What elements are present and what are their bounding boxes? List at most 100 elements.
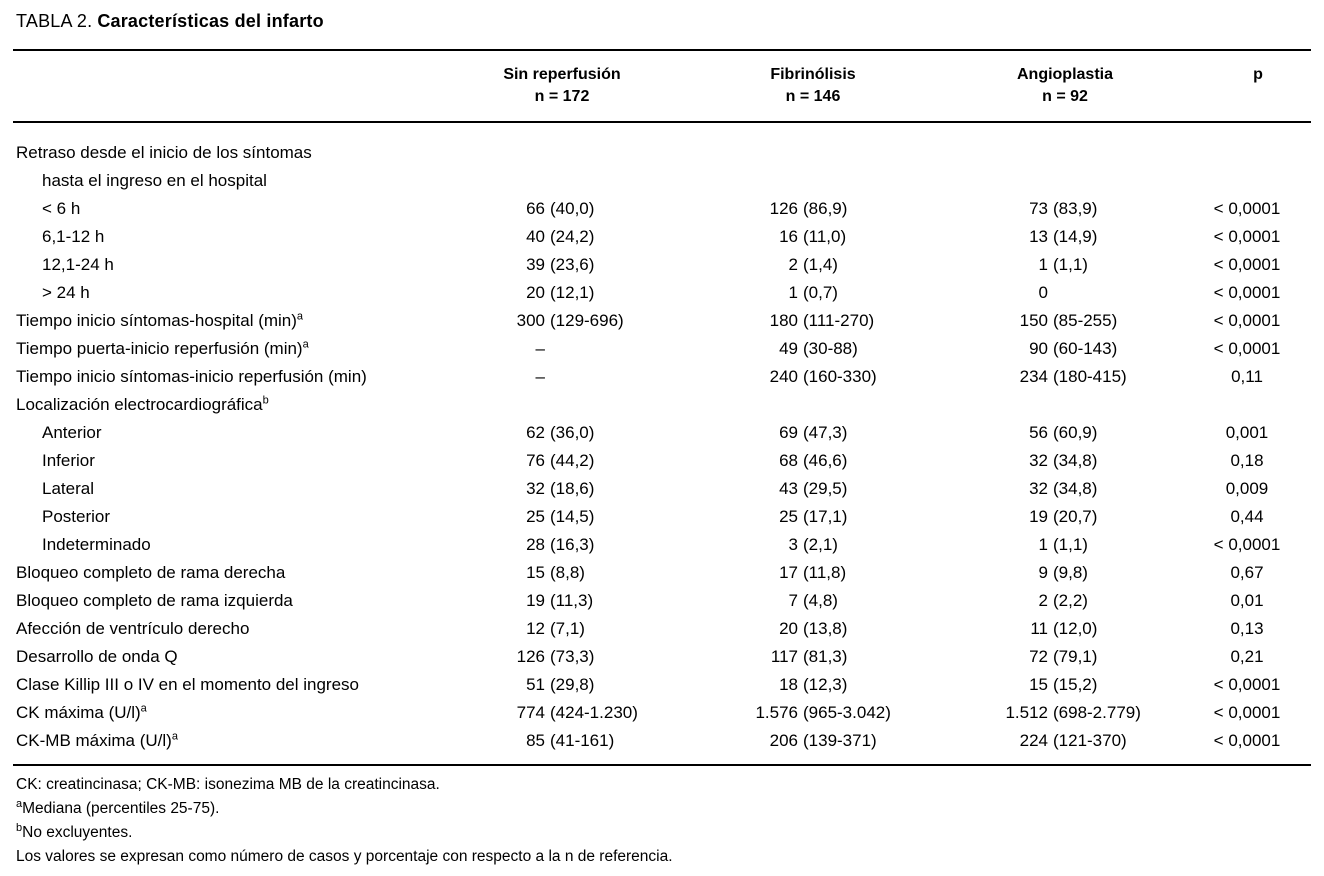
cell-percentage: (11,0): [803, 227, 847, 246]
cell-value: 3: [788, 535, 798, 554]
cell-value: 11: [1030, 619, 1048, 638]
cell-percentage: (11,8): [803, 563, 847, 582]
cell-percentage: (86,9): [803, 199, 848, 218]
top-rule: [13, 49, 1311, 51]
cell-value: 15: [1029, 675, 1048, 694]
cell-value: –: [535, 367, 545, 386]
cell-value: 49: [779, 339, 798, 358]
cell-p-value: 0,21: [1230, 647, 1264, 666]
cell-percentage: (79,1): [1053, 647, 1098, 666]
cell-percentage: (23,6): [550, 255, 595, 274]
table-row: Afección de ventrículo derecho (7,1) 12 (13…: [0, 615, 1324, 643]
cell-value: 7: [788, 591, 798, 610]
cell-value: 2: [788, 255, 798, 274]
table-title-text: Características del infarto: [97, 11, 324, 31]
table-row: Lateral (18,6) 32 (29,5) 43 (34,8) 32 0,009: [0, 475, 1324, 503]
cell-value: 150: [1019, 311, 1048, 330]
row-label: Localización electrocardiográficab: [16, 394, 269, 414]
cell-value: 234: [1019, 367, 1048, 386]
cell-percentage: (698-2.779): [1053, 703, 1141, 722]
row-label: 12,1-24 h: [42, 255, 114, 274]
cell-percentage: (1,1): [1053, 535, 1088, 554]
cell-p-value: < 0,0001: [1213, 675, 1281, 694]
cell-value: 13: [1029, 227, 1048, 246]
row-label: Indeterminado: [42, 535, 151, 554]
cell-percentage: (9,8): [1053, 563, 1088, 582]
cell-percentage: (29,8): [550, 675, 595, 694]
row-label: Bloqueo completo de rama izquierda: [16, 591, 293, 610]
column-header: Sin reperfusión n = 172: [462, 64, 662, 108]
cell-value: 17: [779, 563, 798, 582]
table-row: Retraso desde el inicio de los síntomas: [0, 139, 1324, 167]
table-row: hasta el ingreso en el hospital: [0, 167, 1324, 195]
cell-percentage: (2,1): [803, 535, 838, 554]
column-header: p: [1183, 64, 1324, 86]
cell-percentage: (2,2): [1053, 591, 1088, 610]
cell-p-value: < 0,0001: [1213, 227, 1281, 246]
table-row: Inferior (44,2) 76 (46,6) 68 (34,8) 32 0,18: [0, 447, 1324, 475]
row-label: Desarrollo de onda Q: [16, 647, 178, 666]
cell-percentage: (12,1): [550, 283, 595, 302]
table-row: Localización electrocardiográficab: [0, 391, 1324, 419]
cell-p-value: 0,44: [1230, 507, 1264, 526]
cell-value: 20: [526, 283, 545, 302]
cell-percentage: (14,9): [1053, 227, 1098, 246]
footnote-marker: b: [16, 821, 23, 834]
cell-value: 117: [770, 647, 798, 666]
cell-value: –: [535, 339, 545, 358]
cell-value: 12: [526, 619, 545, 638]
cell-value: 240: [769, 367, 798, 386]
row-label: hasta el ingreso en el hospital: [42, 171, 267, 190]
cell-value: 85: [526, 731, 545, 750]
cell-p-value: < 0,0001: [1213, 311, 1281, 330]
row-label: Inferior: [42, 451, 95, 470]
table-row: Tiempo puerta-inicio reperfusión (min)a –…: [0, 335, 1324, 363]
cell-value: 90: [1029, 339, 1048, 358]
table-row: Bloqueo completo de rama derecha (8,8) 15 (…: [0, 559, 1324, 587]
footnote: CK: creatincinasa; CK-MB: isonezima MB d…: [16, 776, 440, 793]
row-label: Anterior: [42, 423, 102, 442]
cell-value: 206: [769, 731, 798, 750]
row-label: Tiempo inicio síntomas-inicio reperfusió…: [16, 367, 367, 386]
table-row: Desarrollo de onda Q (73,3) 126 (81,3) 117 (7…: [0, 643, 1324, 671]
cell-value: 32: [1029, 479, 1048, 498]
row-label: CK-MB máxima (U/l)a: [16, 730, 178, 750]
footnote-marker: a: [140, 702, 147, 715]
row-label: CK máxima (U/l)a: [16, 702, 147, 722]
table-title: TABLA 2. Características del infarto: [16, 11, 324, 32]
cell-percentage: (13,8): [803, 619, 848, 638]
cell-percentage: (121-370): [1053, 731, 1127, 750]
cell-percentage: (965-3.042): [803, 703, 891, 722]
table-row: > 24 h (12,1) 20 (0,7) 1 0 < 0,0001: [0, 279, 1324, 307]
cell-p-value: < 0,0001: [1213, 339, 1281, 358]
bottom-rule: [13, 764, 1311, 766]
footnote-marker: a: [302, 338, 309, 351]
cell-percentage: (34,8): [1053, 479, 1098, 498]
cell-percentage: (83,9): [1053, 199, 1098, 218]
cell-percentage: (139-371): [803, 731, 877, 750]
table-row: CK máxima (U/l)a (424-1.230) 774 (965-3.042…: [0, 699, 1324, 727]
cell-value: 16: [779, 227, 798, 246]
cell-percentage: (7,1): [550, 619, 585, 638]
cell-p-value: 0,18: [1230, 451, 1264, 470]
table-row: 6,1-12 h (24,2) 40 (11,0) 16 (14,9) 13 < 0,0001: [0, 223, 1324, 251]
cell-value: 19: [1029, 507, 1048, 526]
cell-value: 1.576: [755, 703, 798, 722]
column-header-label: Fibrinólisis: [770, 66, 856, 83]
table-row: Bloqueo completo de rama izquierda (11,3)…: [0, 587, 1324, 615]
table-row: < 6 h (40,0) 66 (86,9) 126 (83,9) 73 < 0,0001: [0, 195, 1324, 223]
cell-percentage: (14,5): [550, 507, 595, 526]
cell-value: 51: [526, 675, 545, 694]
row-label: < 6 h: [42, 199, 81, 218]
cell-p-value: < 0,0001: [1213, 535, 1281, 554]
cell-value: 62: [526, 423, 545, 442]
table-row: Clase Killip III o IV en el momento del …: [0, 671, 1324, 699]
cell-percentage: (85-255): [1053, 311, 1118, 330]
cell-p-value: 0,67: [1230, 563, 1264, 582]
cell-value: 32: [1029, 451, 1048, 470]
column-header-label: p: [1253, 66, 1263, 83]
cell-value: 126: [769, 199, 798, 218]
cell-value: 69: [779, 423, 798, 442]
cell-value: 2: [1038, 591, 1048, 610]
